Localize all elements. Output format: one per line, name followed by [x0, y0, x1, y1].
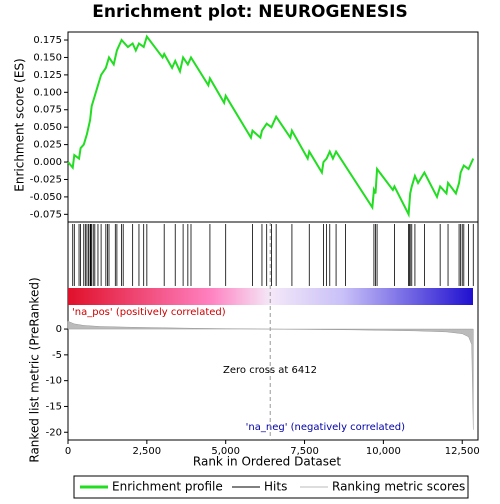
y-tick-label: 0.025: [33, 140, 62, 151]
legend: [73, 475, 469, 499]
y-tick-label: 0.100: [33, 87, 62, 98]
y-tick-label: -0.025: [30, 174, 62, 185]
x-tick-label: 5,000: [211, 446, 240, 457]
legend-label: Enrichment profile: [112, 480, 223, 494]
y-axis-label: Ranked list metric (PreRanked): [28, 277, 42, 462]
chart-title: Enrichment plot: NEUROGENESIS: [92, 2, 407, 22]
x-tick-label: 7,500: [290, 446, 319, 457]
y-tick-label: 0.125: [33, 70, 62, 81]
y-tick-label: 0.175: [33, 35, 62, 46]
legend-label: Hits: [264, 480, 287, 494]
x-tick-label: 10,000: [366, 446, 401, 457]
y-tick-label: -15: [46, 401, 62, 412]
y-tick-label: 0.075: [33, 105, 62, 116]
y-tick-label: -5: [52, 350, 62, 361]
color-bar: [68, 288, 473, 305]
y-tick-label: 0: [56, 324, 62, 335]
y-tick-label: 0.150: [33, 52, 62, 63]
legend-label: Ranking metric scores: [332, 480, 465, 494]
x-tick-label: 12,500: [445, 446, 480, 457]
metric-area: [67, 320, 474, 430]
annotation: 'na_pos' (positively correlated): [72, 307, 226, 318]
y-tick-label: -0.075: [30, 209, 62, 220]
es-line: [67, 34, 475, 218]
y-axis-label: Enrichment score (ES): [13, 58, 27, 191]
x-axis-label: Rank in Ordered Dataset: [193, 455, 341, 469]
x-tick-label: 2,500: [133, 446, 162, 457]
y-tick-label: 0.050: [33, 122, 62, 133]
annotation: 'na_neg' (negatively correlated): [246, 422, 405, 433]
es-frame: [67, 31, 479, 223]
y-tick-label: -10: [46, 376, 62, 387]
y-tick-label: 0.000: [33, 157, 62, 168]
y-tick-label: -0.050: [30, 192, 62, 203]
x-tick-label: 0: [65, 446, 71, 457]
metric-frame: [67, 221, 479, 441]
y-tick-label: -20: [46, 427, 62, 438]
